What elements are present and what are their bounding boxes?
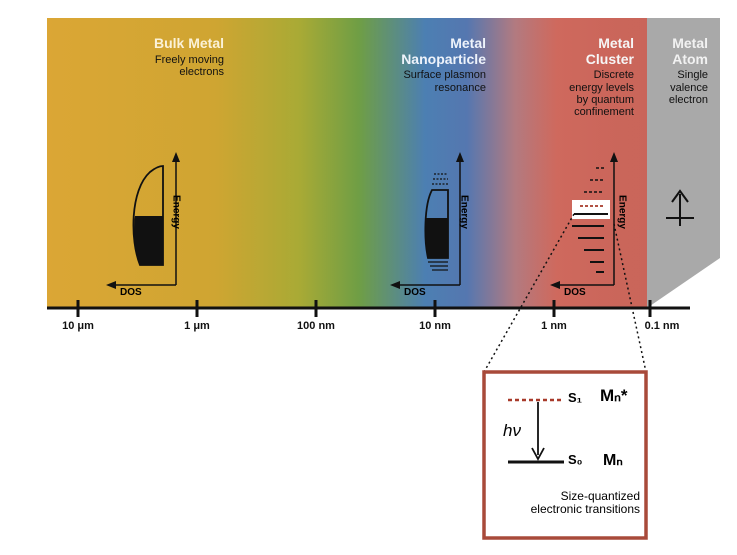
nanoparticle-description-line: resonance bbox=[434, 81, 486, 94]
atom-region bbox=[647, 18, 720, 308]
cluster-description: Discrete energy levels by quantum confin… bbox=[548, 69, 634, 118]
nanoparticle-description-line: Surface plasmon bbox=[403, 69, 486, 82]
atom-description: Single valence electron bbox=[640, 69, 708, 106]
bulk-description-line: electrons bbox=[179, 65, 224, 78]
cluster-energy-label: Energy bbox=[616, 195, 628, 229]
nanoparticle-energy-label: Energy bbox=[458, 195, 470, 229]
nanoparticle-description: Surface plasmon resonance bbox=[360, 69, 486, 94]
nanoparticle-title-line: Metal bbox=[450, 35, 486, 51]
cluster-label: Metal Cluster Discrete energy levels by … bbox=[548, 35, 634, 119]
axis-tick-label: 1 nm bbox=[541, 320, 567, 332]
cluster-dos-plot bbox=[550, 152, 618, 289]
inset-caption: Size-quantized electronic transitions bbox=[486, 489, 640, 517]
bulk-title-line: Bulk Metal bbox=[153, 35, 224, 51]
nanoparticle-title-line: Nanoparticle bbox=[401, 50, 486, 67]
axis-tick-label: 10 nm bbox=[419, 320, 451, 332]
bulk-dos-label: DOS bbox=[120, 287, 142, 298]
bulk-title: Bulk Metal bbox=[100, 35, 224, 52]
cluster-dos-label: DOS bbox=[564, 287, 586, 298]
zoom-guide-lines bbox=[483, 213, 647, 373]
cluster-description-line: Discrete bbox=[593, 69, 634, 82]
transition-arrowhead bbox=[531, 447, 545, 461]
bulk-description-line: Freely moving bbox=[154, 53, 224, 66]
atom-description-line: electron bbox=[668, 93, 708, 106]
cluster-description-line: by quantum bbox=[576, 93, 634, 106]
up-arrow-spin-icon bbox=[666, 189, 694, 226]
axis-tick-label: 1 μm bbox=[184, 320, 210, 332]
highlight-box bbox=[572, 200, 610, 219]
atom-description-line: Single bbox=[677, 69, 708, 82]
excited-level-label: S₁ bbox=[568, 390, 583, 405]
nanoparticle-title: Metal Nanoparticle bbox=[360, 35, 486, 67]
bulk-energy-label: Energy bbox=[170, 195, 182, 229]
atom-description-line: valence bbox=[670, 81, 708, 94]
cluster-title: Metal Cluster bbox=[548, 35, 634, 67]
cluster-title-line: Cluster bbox=[585, 50, 634, 67]
cluster-description-line: energy levels bbox=[569, 81, 634, 94]
ground-level-label: S₀ bbox=[568, 452, 583, 467]
atom-title-line: Metal bbox=[672, 35, 708, 51]
cluster-title-line: Metal bbox=[598, 35, 634, 51]
nanoparticle-dos-label: DOS bbox=[404, 287, 426, 298]
atom-label: Metal Atom Single valence electron bbox=[640, 35, 708, 106]
nanoparticle-label: Metal Nanoparticle Surface plasmon reson… bbox=[360, 35, 486, 94]
atom-title: Metal Atom bbox=[640, 35, 708, 67]
bulk-dos-plot bbox=[106, 152, 180, 289]
nanoparticle-dos-plot bbox=[390, 152, 464, 289]
cluster-region-shade bbox=[520, 18, 647, 308]
axis-tick-label: 100 nm bbox=[297, 320, 335, 332]
axis-tick-marks bbox=[76, 300, 652, 317]
bulk-label: Bulk Metal Freely moving electrons bbox=[100, 35, 224, 79]
axis-tick-label: 10 μm bbox=[62, 320, 94, 332]
axis-tick-label: 0.1 nm bbox=[644, 320, 680, 332]
inset-caption-line: Size-quantized bbox=[560, 489, 640, 503]
excited-state-label: Mₙ* bbox=[600, 386, 628, 405]
photon-energy-label: hν bbox=[503, 421, 521, 440]
ground-state-label: Mₙ bbox=[603, 452, 623, 469]
cluster-description-line: confinement bbox=[574, 106, 634, 119]
atom-title-line: Atom bbox=[672, 50, 708, 67]
inset-caption-line: electronic transitions bbox=[530, 502, 640, 517]
bulk-description: Freely moving electrons bbox=[100, 54, 224, 79]
